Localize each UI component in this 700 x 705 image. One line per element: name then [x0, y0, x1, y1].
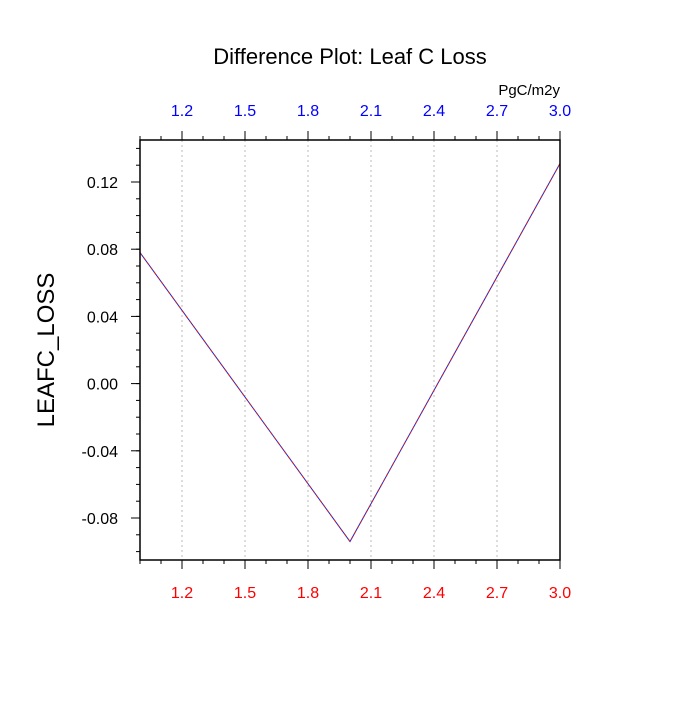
- y-tick-label: -0.04: [82, 444, 119, 461]
- x-tick-label-top: 1.5: [234, 103, 256, 120]
- x-tick-label-top: 1.2: [171, 103, 193, 120]
- chart-title: Difference Plot: Leaf C Loss: [213, 44, 487, 69]
- x-tick-label: 1.2: [171, 585, 193, 602]
- grid-layer: [182, 140, 497, 560]
- y-tick-label: 0.04: [87, 309, 118, 326]
- x-tick-label-top: 2.1: [360, 103, 382, 120]
- ticks-layer: [131, 131, 560, 569]
- y-tick-label: 0.08: [87, 242, 118, 259]
- x-tick-label: 1.8: [297, 585, 319, 602]
- x-tick-label: 1.5: [234, 585, 256, 602]
- y-tick-label: -0.08: [82, 511, 119, 528]
- y-axis-label: LEAFC_LOSS: [33, 273, 60, 428]
- tick-labels-layer: 1.2 1.2 1.5 1.5 1.8 1.8 2.1 2.1 2.4 2.4 2.7 2.7 3.0 3…: [82, 103, 572, 602]
- x-tick-label-top: 2.7: [486, 103, 508, 120]
- x-tick-label-top: 1.8: [297, 103, 319, 120]
- x-tick-label-top: 3.0: [549, 103, 571, 120]
- x-tick-label: 2.7: [486, 585, 508, 602]
- x-tick-label: 2.4: [423, 585, 445, 602]
- y-tick-label: 0.00: [87, 377, 118, 394]
- y-tick-label: 0.12: [87, 175, 118, 192]
- x-tick-label: 2.1: [360, 585, 382, 602]
- x-tick-label-top: 2.4: [423, 103, 445, 120]
- top-axis-unit-label: PgC/m2y: [498, 82, 560, 99]
- x-tick-label: 3.0: [549, 585, 571, 602]
